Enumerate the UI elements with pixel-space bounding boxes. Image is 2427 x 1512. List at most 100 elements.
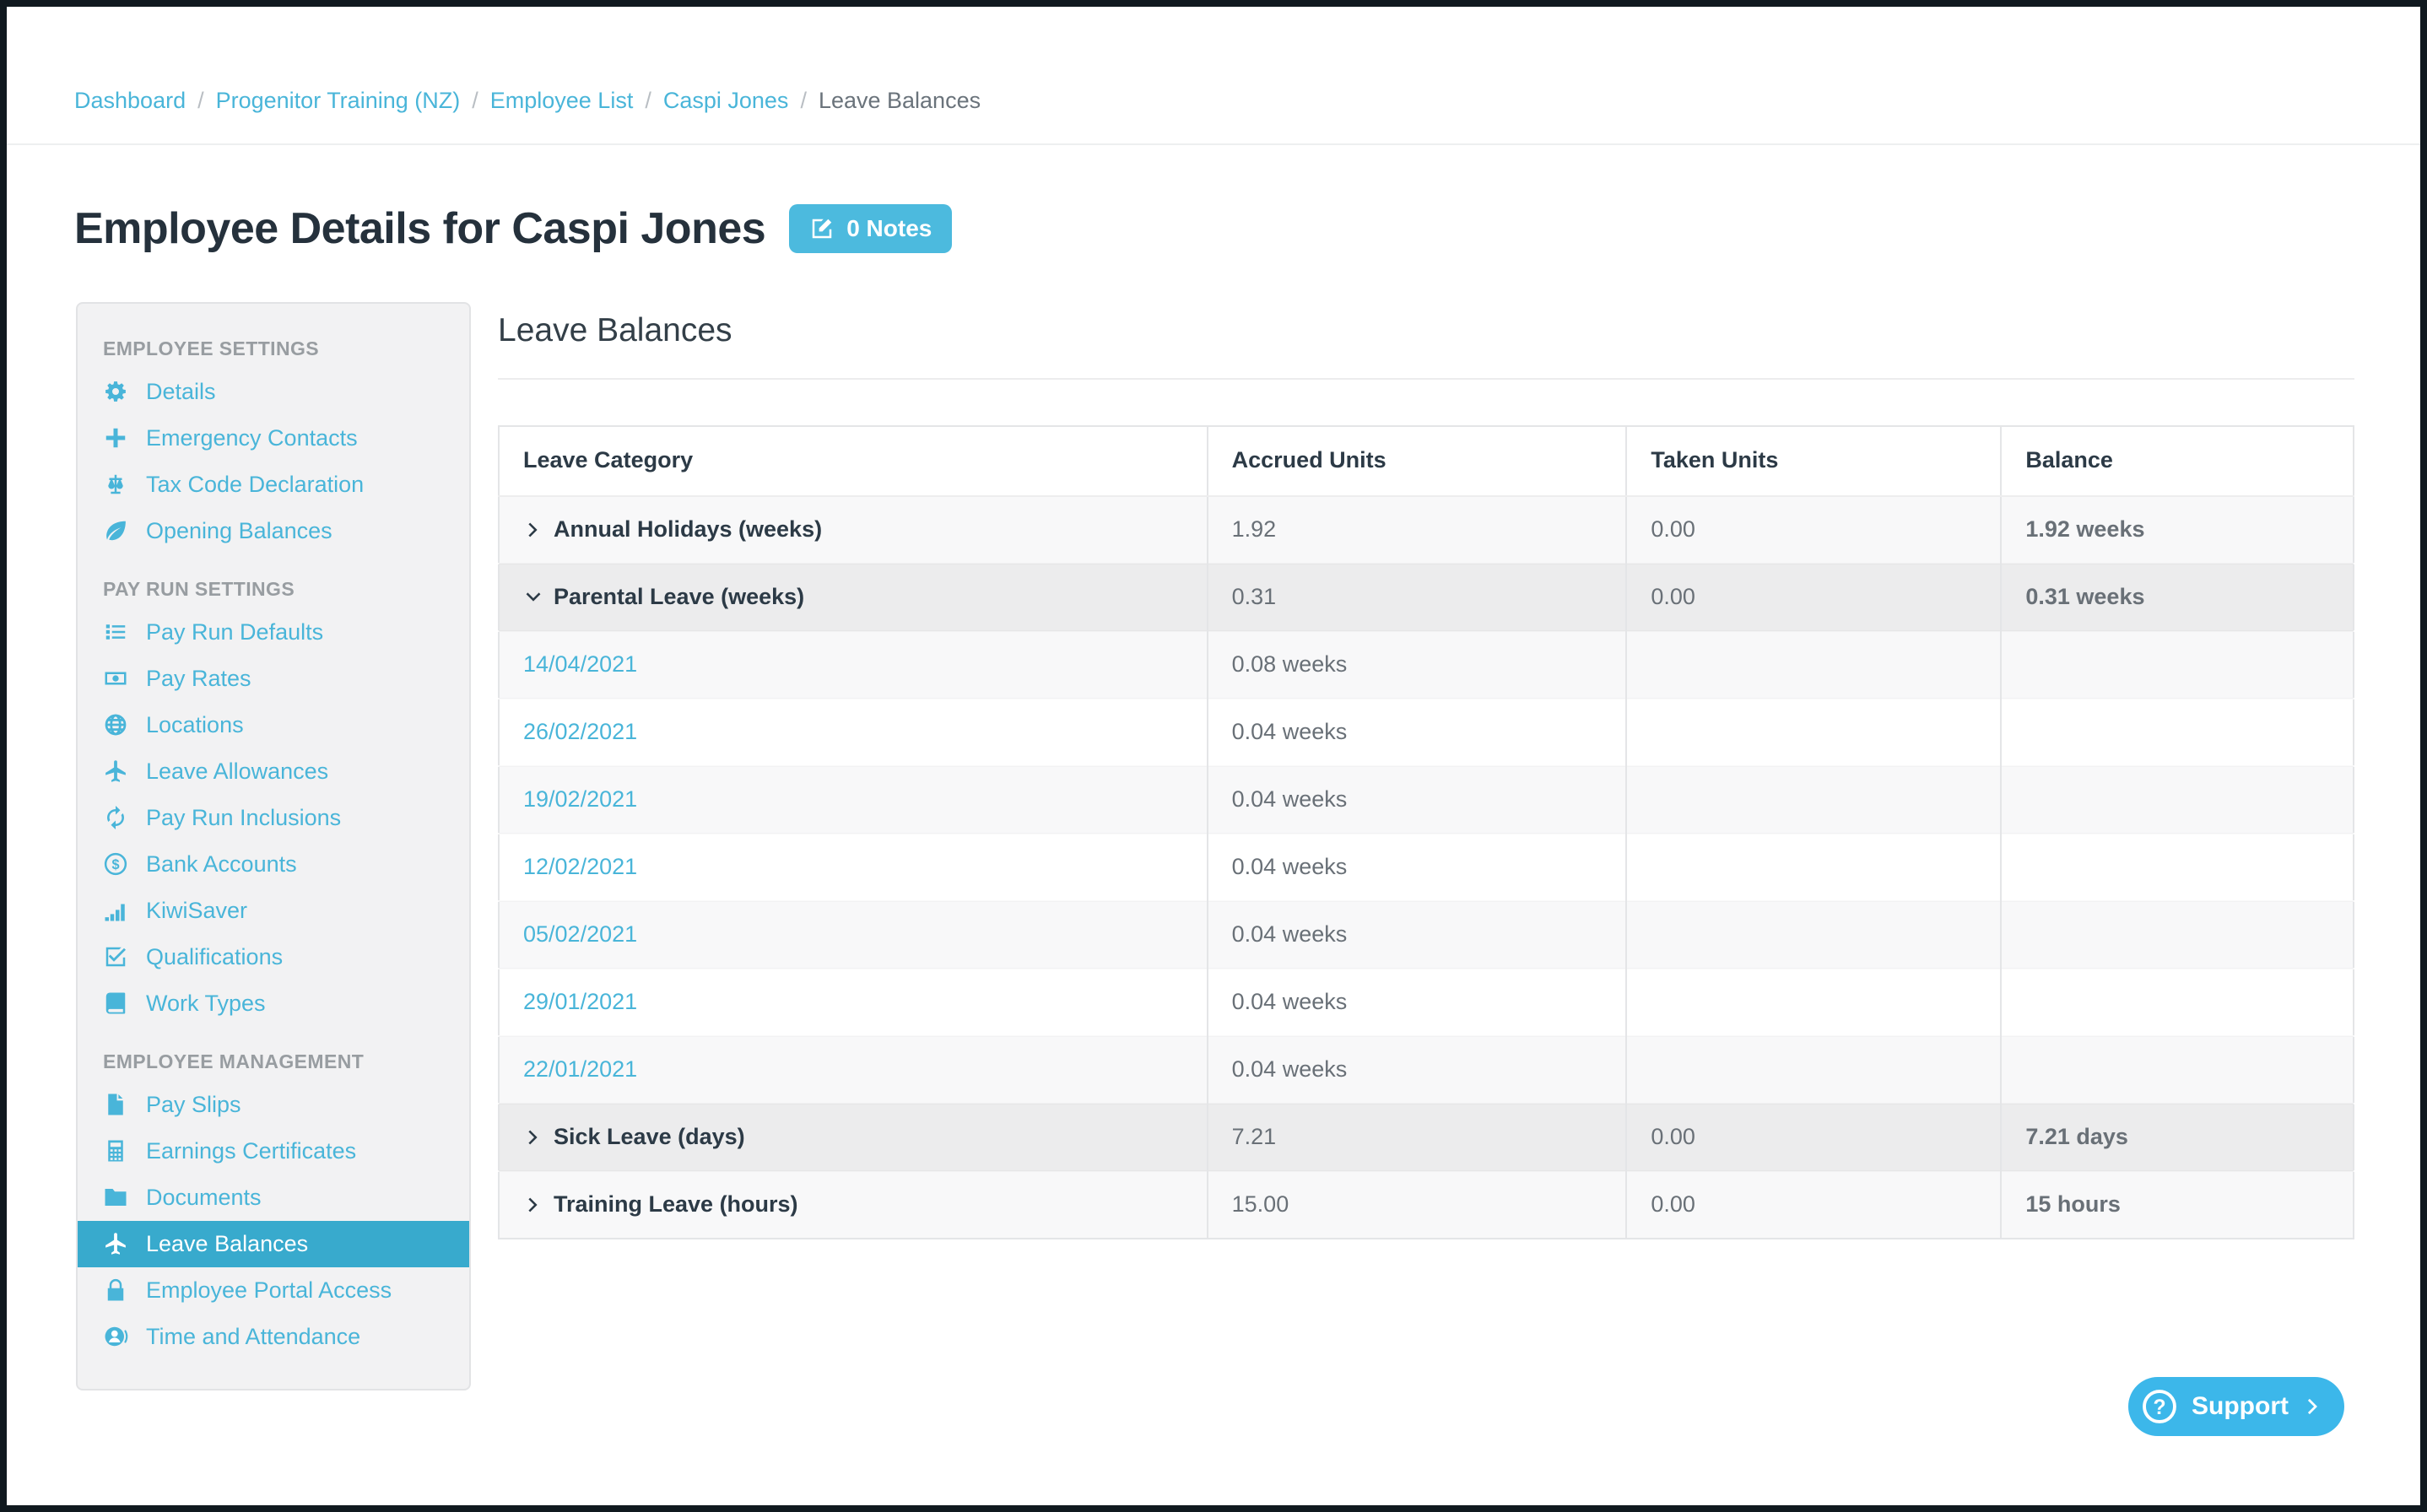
leave-date-link[interactable]: 05/02/2021: [523, 921, 638, 948]
breadcrumb-link[interactable]: Dashboard: [74, 88, 186, 113]
folder-icon: [103, 1185, 132, 1210]
sidebar-item-earnings-certificates[interactable]: Earnings Certificates: [78, 1128, 469, 1174]
leave-date-row: 29/01/2021 0.04 weeks: [499, 968, 2354, 1036]
accrued-units-cell: 0.04 weeks: [1206, 900, 1627, 969]
sidebar-item-documents[interactable]: Documents: [78, 1174, 469, 1221]
taken-units-cell: 0.00: [1625, 1103, 2002, 1171]
category-toggle[interactable]: Annual Holidays (weeks): [523, 516, 1183, 543]
heading-divider: [498, 377, 2354, 380]
taken-units-cell: [1625, 698, 2002, 766]
breadcrumb-bar: Dashboard / Progenitor Training (NZ) / Emplo…: [7, 7, 2420, 145]
sidebar-item-label: Details: [146, 378, 216, 404]
chevron-right-icon: [523, 1195, 543, 1215]
balance-cell: [2000, 698, 2354, 766]
chevron-right-icon: [2302, 1396, 2324, 1418]
breadcrumb-link[interactable]: Employee List: [489, 88, 634, 113]
category-toggle[interactable]: Parental Leave (weeks): [523, 584, 1183, 610]
breadcrumb-separator: /: [197, 88, 204, 113]
leave-date-link[interactable]: 19/02/2021: [523, 786, 638, 813]
leave-date-row: 19/02/2021 0.04 weeks: [499, 765, 2354, 834]
file-icon: [103, 1092, 132, 1117]
sidebar-item-pay-slips[interactable]: Pay Slips: [78, 1082, 469, 1128]
sidebar-item-leave-allowances[interactable]: Leave Allowances: [78, 748, 469, 795]
sidebar-item-employee-portal-access[interactable]: Employee Portal Access: [78, 1267, 469, 1314]
breadcrumb-link[interactable]: Progenitor Training (NZ): [215, 88, 461, 113]
balance-cell: 1.92 weeks: [2000, 495, 2354, 564]
category-label: Annual Holidays (weeks): [554, 516, 823, 543]
lock-icon: [103, 1277, 132, 1303]
breadcrumb-link[interactable]: Caspi Jones: [662, 88, 789, 113]
table-header-row: Leave Category Accrued Units Taken Units Ba…: [499, 425, 2354, 497]
accrued-units-cell: 0.04 weeks: [1206, 968, 1627, 1036]
leave-date-row: 12/02/2021 0.04 weeks: [499, 833, 2354, 901]
sidebar-item-pay-rates[interactable]: Pay Rates: [78, 656, 469, 702]
support-button[interactable]: ? Support: [2128, 1377, 2344, 1436]
balance-cell: 15 hours: [2000, 1170, 2354, 1239]
sidebar-item-details[interactable]: Details: [78, 369, 469, 415]
leave-date-link[interactable]: 26/02/2021: [523, 719, 638, 745]
dollar-circle-icon: $: [103, 851, 132, 877]
taken-units-cell: [1625, 900, 2002, 969]
plane-icon: [103, 759, 132, 784]
user-clock-icon: [103, 1324, 132, 1349]
balance-cell: [2000, 1035, 2354, 1104]
sidebar-item-kiwisaver[interactable]: KiwiSaver: [78, 888, 469, 934]
leave-date-link[interactable]: 22/01/2021: [523, 1056, 638, 1083]
leave-date-link[interactable]: 12/02/2021: [523, 854, 638, 880]
balance-cell: [2000, 630, 2354, 699]
leave-date-link[interactable]: 29/01/2021: [523, 989, 638, 1015]
taken-units-cell: [1625, 968, 2002, 1036]
section-heading: Leave Balances: [498, 311, 732, 348]
sidebar-item-label: Pay Rates: [146, 665, 251, 691]
leave-category-cell: 05/02/2021: [499, 901, 1208, 969]
leave-date-link[interactable]: 14/04/2021: [523, 651, 638, 678]
sidebar-item-label: Leave Allowances: [146, 758, 329, 784]
balance-cell: [2000, 968, 2354, 1036]
sidebar-item-pay-run-inclusions[interactable]: Pay Run Inclusions: [78, 795, 469, 841]
accrued-units-cell: 0.04 weeks: [1206, 1035, 1627, 1104]
calculator-icon: [103, 1138, 132, 1164]
sidebar-item-tax-code-declaration[interactable]: Tax Code Declaration: [78, 462, 469, 508]
category-toggle[interactable]: Training Leave (hours): [523, 1191, 1183, 1218]
sidebar: EMPLOYEE SETTINGS Details Emergency Contac…: [76, 301, 471, 1390]
taken-units-cell: [1625, 833, 2002, 901]
gear-icon: [103, 379, 132, 404]
table-body: Annual Holidays (weeks) 1.92 0.00 1.92 week…: [499, 495, 2354, 1239]
category-toggle[interactable]: Sick Leave (days): [523, 1124, 1183, 1150]
breadcrumb-separator: /: [800, 88, 807, 113]
leave-date-row: 26/02/2021 0.04 weeks: [499, 698, 2354, 766]
sidebar-item-label: Emergency Contacts: [146, 424, 358, 451]
sidebar-item-locations[interactable]: Locations: [78, 702, 469, 748]
globe-icon: [103, 712, 132, 737]
bar-chart-icon: [103, 898, 132, 923]
notes-button[interactable]: 0 Notes: [789, 203, 953, 253]
sidebar-item-qualifications[interactable]: Qualifications: [78, 934, 469, 980]
accrued-units-cell: 1.92: [1206, 495, 1627, 564]
leaf-icon: [103, 518, 132, 543]
notes-button-label: 0 Notes: [846, 214, 932, 241]
leave-category-row: Training Leave (hours) 15.00 0.00 15 hours: [499, 1170, 2354, 1239]
sidebar-item-opening-balances[interactable]: Opening Balances: [78, 508, 469, 554]
chevron-right-icon: [523, 1127, 543, 1148]
sidebar-item-time-and-attendance[interactable]: Time and Attendance: [78, 1314, 469, 1360]
column-header: Accrued Units: [1206, 425, 1627, 497]
accrued-units-cell: 0.08 weeks: [1206, 630, 1627, 699]
leave-date-row: 14/04/2021 0.08 weeks: [499, 630, 2354, 699]
list-icon: [103, 619, 132, 645]
leave-category-cell: 12/02/2021: [499, 834, 1208, 901]
balance-cell: 0.31 weeks: [2000, 563, 2354, 631]
sidebar-item-work-types[interactable]: Work Types: [78, 980, 469, 1027]
leave-category-cell: Sick Leave (days): [499, 1104, 1208, 1171]
sidebar-section-label: EMPLOYEE SETTINGS: [103, 337, 320, 359]
sidebar-section-label: EMPLOYEE MANAGEMENT: [103, 1050, 365, 1072]
leave-category-cell: 19/02/2021: [499, 766, 1208, 834]
sidebar-item-bank-accounts[interactable]: $ Bank Accounts: [78, 841, 469, 888]
balance-cell: [2000, 765, 2354, 834]
sidebar-item-pay-run-defaults[interactable]: Pay Run Defaults: [78, 609, 469, 656]
column-header: Leave Category: [499, 425, 1208, 497]
accrued-units-cell: 0.04 weeks: [1206, 833, 1627, 901]
sidebar-item-emergency-contacts[interactable]: Emergency Contacts: [78, 415, 469, 462]
category-label: Training Leave (hours): [554, 1191, 798, 1218]
sidebar-item-leave-balances[interactable]: Leave Balances: [78, 1220, 469, 1267]
